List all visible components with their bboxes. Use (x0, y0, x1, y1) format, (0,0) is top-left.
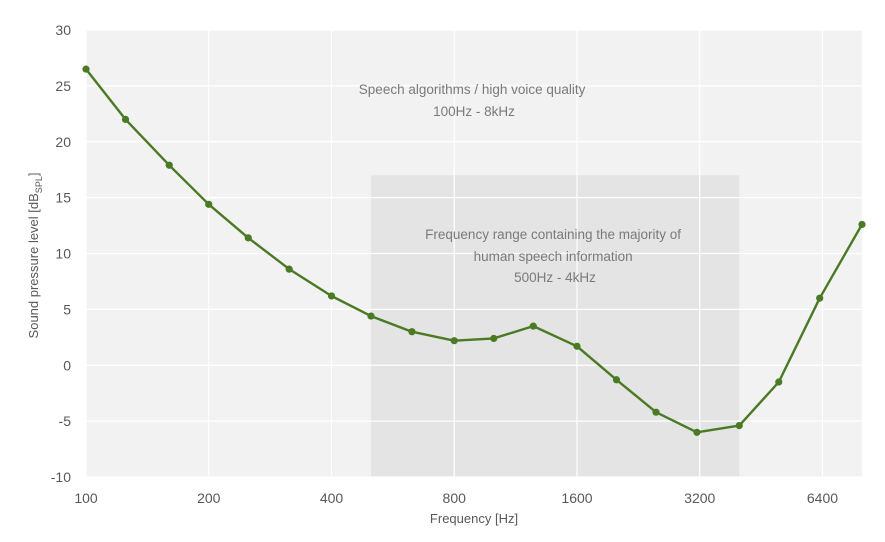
data-point (121, 115, 130, 123)
x-tick-label: 3200 (684, 490, 715, 506)
annotation-line: human speech information (474, 249, 633, 264)
y-tick-labels: -10 -5 0 5 10 15 20 25 30 (51, 22, 71, 485)
data-point (573, 342, 581, 350)
y-tick-label: 15 (55, 190, 71, 206)
data-point (285, 265, 293, 273)
data-point (490, 334, 498, 343)
data-point (244, 234, 252, 242)
x-tick-label: 400 (320, 490, 344, 506)
spl-series-line (85, 68, 864, 434)
data-point (816, 294, 824, 302)
data-point (450, 337, 458, 345)
data-point (775, 378, 783, 386)
data-point (652, 408, 660, 416)
y-tick-label: 5 (63, 301, 71, 317)
x-tick-label: 100 (74, 490, 98, 506)
data-point (205, 200, 213, 208)
data-point (82, 65, 90, 73)
x-axis-title: Frequency [Hz] (430, 511, 518, 526)
y-axis-title-main: Sound pressure level [dB (26, 193, 41, 338)
x-tick-label: 800 (443, 490, 467, 506)
data-point (858, 220, 866, 229)
x-tick-labels: 100 200 400 800 1600 3200 6400 (74, 490, 838, 506)
y-tick-label: 20 (55, 134, 71, 150)
data-point (735, 421, 743, 430)
gridlines (85, 29, 862, 478)
speech-algorithms-annotation: Speech algorithms / high voice quality 1… (359, 82, 589, 119)
speech-information-region (371, 175, 740, 477)
speech-range-annotation: Frequency range containing the majority … (425, 227, 685, 285)
y-tick-label: -5 (59, 413, 72, 429)
data-point (612, 376, 621, 384)
data-point (408, 328, 416, 336)
data-point (529, 322, 537, 330)
y-tick-label: -10 (51, 469, 71, 485)
annotation-line: 100Hz - 8kHz (433, 104, 515, 119)
data-point (165, 161, 173, 169)
data-point (693, 428, 701, 436)
y-axis-title: Sound pressure level [dBSPL] (26, 173, 44, 339)
y-tick-label: 25 (55, 78, 71, 94)
y-tick-label: 0 (63, 357, 71, 373)
x-tick-label: 200 (197, 490, 221, 506)
y-tick-label: 30 (55, 22, 71, 38)
annotation-line: 500Hz - 4kHz (514, 270, 596, 285)
annotation-line: Speech algorithms / high voice quality (359, 82, 586, 97)
spl-series-points (82, 65, 866, 436)
y-axis-title-bracket: ] (26, 173, 41, 177)
y-axis-title-subscript: SPL (34, 176, 44, 193)
x-tick-label: 1600 (561, 490, 592, 506)
annotation-line: Frequency range containing the majority … (425, 227, 681, 242)
x-tick-label: 6400 (807, 490, 838, 506)
data-point (367, 312, 375, 320)
y-tick-label: 10 (55, 246, 71, 262)
data-point (327, 292, 336, 300)
